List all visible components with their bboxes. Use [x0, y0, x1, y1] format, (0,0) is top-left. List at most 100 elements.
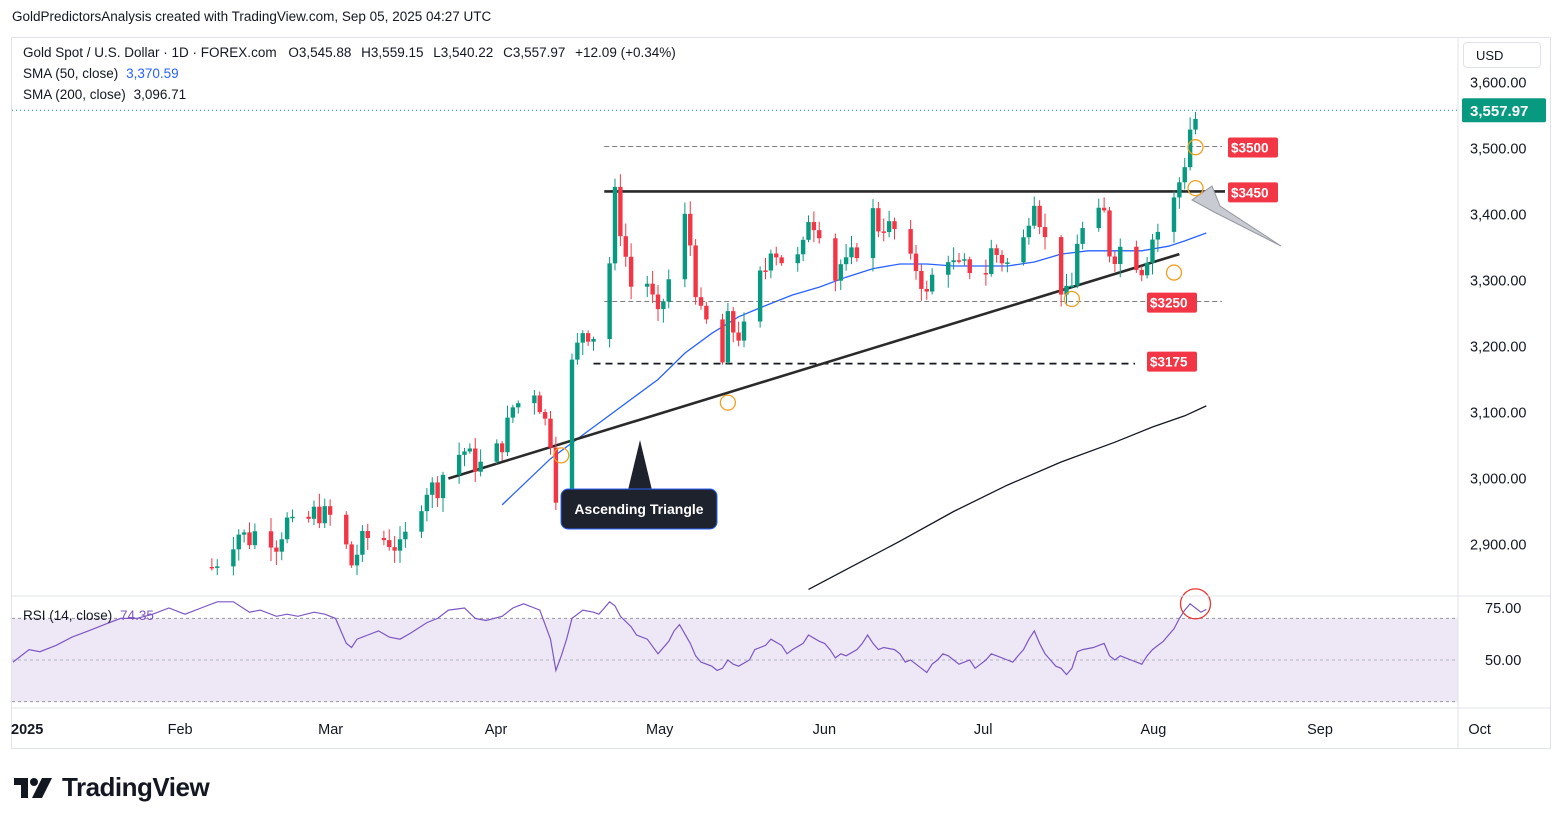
candle-body [817, 230, 822, 239]
candle-body [354, 554, 360, 566]
candle-body [843, 257, 849, 265]
rsi-tick-label: 75.00 [1485, 601, 1521, 617]
candle-body [849, 247, 854, 258]
candle-body [774, 253, 779, 258]
candle-body [892, 221, 897, 230]
candle-body [731, 311, 736, 333]
triangle-support [447, 252, 1180, 480]
level-tag [1147, 351, 1197, 372]
candle-body [870, 208, 876, 259]
y-tick-label: 3,600.00 [1470, 76, 1526, 92]
candle-body [381, 537, 387, 541]
legend-main: Gold Spot / U.S. Dollar · 1D · FOREX.com… [23, 45, 682, 60]
legend-high: H3,559.15 [361, 45, 424, 60]
candle-body [279, 539, 284, 552]
candle-body [811, 222, 817, 231]
candle-body [467, 448, 473, 452]
candle-body [516, 403, 521, 408]
candle-body [327, 506, 333, 515]
candle-body [473, 448, 478, 472]
highlight-circle [553, 447, 570, 464]
candle-body [209, 566, 215, 569]
candle-body [392, 547, 397, 551]
circles-layer [553, 139, 1204, 464]
candle-body [274, 547, 279, 552]
candle-body [360, 530, 365, 555]
candle-body [983, 273, 989, 275]
candle-body [499, 443, 505, 453]
y-tick-label: 2,900.00 [1470, 538, 1526, 554]
brand[interactable]: TradingView [12, 772, 210, 803]
candle-body [344, 514, 349, 545]
candle-body [1171, 197, 1177, 232]
candle-body [612, 186, 618, 264]
candle-body [725, 311, 731, 363]
candle-body [1150, 239, 1155, 263]
tags-layer: $3500 $3450 $3250 $3175 3,557.97 Ascending Tr… [560, 98, 1546, 530]
currency-button[interactable]: USD [1463, 42, 1541, 68]
candle-body [268, 531, 274, 548]
y-tick-label: 3,400.00 [1470, 208, 1526, 224]
candle-body [1080, 228, 1085, 244]
legend-symbol[interactable]: Gold Spot / U.S. Dollar · 1D · FOREX.com [23, 45, 277, 60]
rsi-layer [12, 588, 1212, 676]
candle-body [946, 262, 951, 275]
candle-body [650, 283, 655, 295]
callout-pointer [628, 440, 652, 490]
x-tick-label: Feb [168, 722, 193, 738]
candle-body [1032, 205, 1037, 226]
candle-body [800, 239, 806, 255]
tradingview-logo-icon [14, 777, 52, 798]
candle-body [607, 263, 612, 340]
candle-body [1096, 207, 1101, 229]
candle-body [1101, 207, 1107, 211]
trendline-layer [12, 109, 1458, 480]
candle-body [236, 534, 241, 550]
x-tick-label: Mar [318, 722, 343, 738]
candle-body [962, 259, 967, 261]
level-tag-label: $3175 [1150, 355, 1188, 370]
x-tick-label: Jul [974, 722, 993, 738]
sma50-value: 3,370.59 [126, 66, 179, 81]
candle-body [924, 288, 929, 292]
candle-body [1118, 246, 1123, 265]
x-tick-label: Apr [485, 722, 508, 738]
legend-rsi[interactable]: RSI (14, close) 74.35 [23, 608, 154, 623]
candle-body [757, 270, 763, 322]
level-tag [1228, 137, 1278, 158]
candle-body [419, 511, 424, 532]
candle-body [387, 540, 392, 548]
candle-body [956, 260, 962, 262]
candle-body [478, 461, 483, 472]
candle-body [322, 506, 327, 524]
candle-body [1005, 262, 1010, 264]
highlight-circle [719, 394, 737, 411]
candle-body [1058, 237, 1064, 295]
candle-body [462, 451, 467, 455]
candle-body [886, 221, 892, 233]
x-tick-label: Oct [1468, 722, 1491, 738]
candle-body [833, 238, 838, 281]
candle-body [1193, 118, 1198, 130]
candle-body [1075, 243, 1080, 286]
legend-low: L3,540.22 [433, 45, 494, 60]
x-tick-label: Sep [1307, 722, 1333, 738]
candle-body [989, 248, 994, 275]
rsi-background [12, 617, 1458, 703]
candle-body [741, 321, 747, 341]
sma200-layer [808, 405, 1207, 590]
candle-body [403, 531, 408, 540]
candle-body [919, 270, 924, 289]
candle-body [763, 270, 768, 272]
legend-sma50[interactable]: SMA (50, close) 3,370.59 [23, 66, 179, 81]
last-price-tag [1462, 98, 1546, 123]
candle-body [537, 395, 542, 413]
candle-body [505, 417, 510, 453]
candle-body [553, 447, 559, 503]
candle-body [247, 532, 252, 546]
level-tag-label: $3250 [1150, 296, 1188, 311]
candle-body [881, 231, 886, 233]
chart-frame [11, 37, 1551, 749]
legend-sma200[interactable]: SMA (200, close) 3,096.71 [23, 87, 186, 102]
